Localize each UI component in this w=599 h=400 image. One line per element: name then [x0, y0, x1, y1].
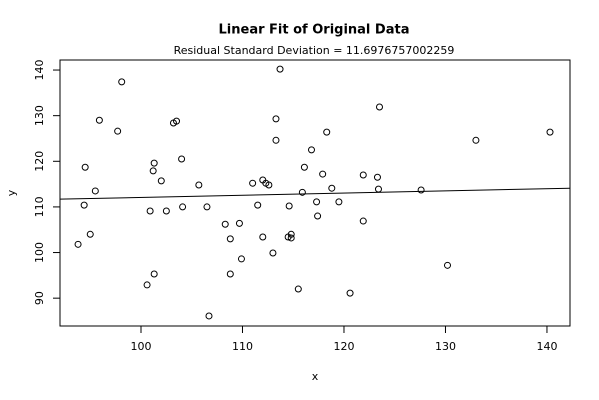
y-axis-label: y: [5, 189, 18, 196]
point: [118, 78, 126, 86]
point: [178, 155, 186, 163]
point: [300, 163, 308, 171]
point: [203, 203, 211, 211]
point: [259, 233, 267, 241]
point: [374, 185, 382, 193]
point: [287, 230, 295, 238]
point: [276, 65, 284, 73]
y-tick-label: 110: [33, 196, 46, 217]
point: [373, 173, 381, 181]
point: [157, 177, 165, 185]
point: [249, 179, 257, 187]
point: [314, 212, 322, 220]
point: [328, 184, 336, 192]
point: [323, 128, 331, 136]
y-tick-label: 90: [33, 291, 46, 305]
y-tick-label: 120: [33, 151, 46, 172]
y-tick-label: 140: [33, 60, 46, 81]
point: [319, 170, 327, 178]
point: [221, 220, 229, 228]
point: [205, 312, 213, 320]
point: [443, 261, 451, 269]
x-tick-label: 140: [536, 340, 557, 353]
point: [179, 203, 187, 211]
point: [346, 289, 354, 297]
x-tick-label: 110: [232, 340, 253, 353]
point: [285, 202, 293, 210]
point: [80, 201, 88, 209]
point: [173, 117, 181, 125]
point: [162, 207, 170, 215]
chart-title: Linear Fit of Original Data: [219, 23, 410, 38]
point: [143, 281, 151, 289]
point: [81, 163, 89, 171]
point: [335, 198, 343, 206]
point: [91, 187, 99, 195]
x-axis-label: x: [312, 370, 319, 383]
point: [149, 167, 157, 175]
point: [546, 128, 554, 136]
point: [150, 270, 158, 278]
point: [226, 235, 234, 243]
point: [272, 115, 280, 123]
point: [254, 201, 262, 209]
point: [86, 230, 94, 238]
point: [359, 171, 367, 179]
point: [114, 127, 122, 135]
point: [237, 255, 245, 263]
point: [146, 207, 154, 215]
point: [359, 217, 367, 225]
point: [294, 285, 302, 293]
x-tick-label: 120: [333, 340, 354, 353]
point: [287, 234, 295, 242]
point: [272, 136, 280, 144]
point: [95, 116, 103, 124]
plot-box: [59, 59, 571, 327]
fit-line: [59, 187, 571, 200]
chart-subtitle: Residual Standard Deviation = 11.6976757…: [174, 44, 455, 57]
y-tick-label: 100: [33, 242, 46, 263]
point: [235, 219, 243, 227]
point: [150, 159, 158, 167]
point: [269, 249, 277, 257]
point: [472, 136, 480, 144]
point: [195, 181, 203, 189]
y-tick-label: 130: [33, 105, 46, 126]
point: [313, 198, 321, 206]
point: [298, 188, 306, 196]
x-tick-label: 130: [435, 340, 456, 353]
point: [417, 186, 425, 194]
point: [226, 270, 234, 278]
point: [375, 103, 383, 111]
point: [307, 146, 315, 154]
point: [74, 240, 82, 248]
point: [265, 181, 273, 189]
x-tick-label: 100: [130, 340, 151, 353]
